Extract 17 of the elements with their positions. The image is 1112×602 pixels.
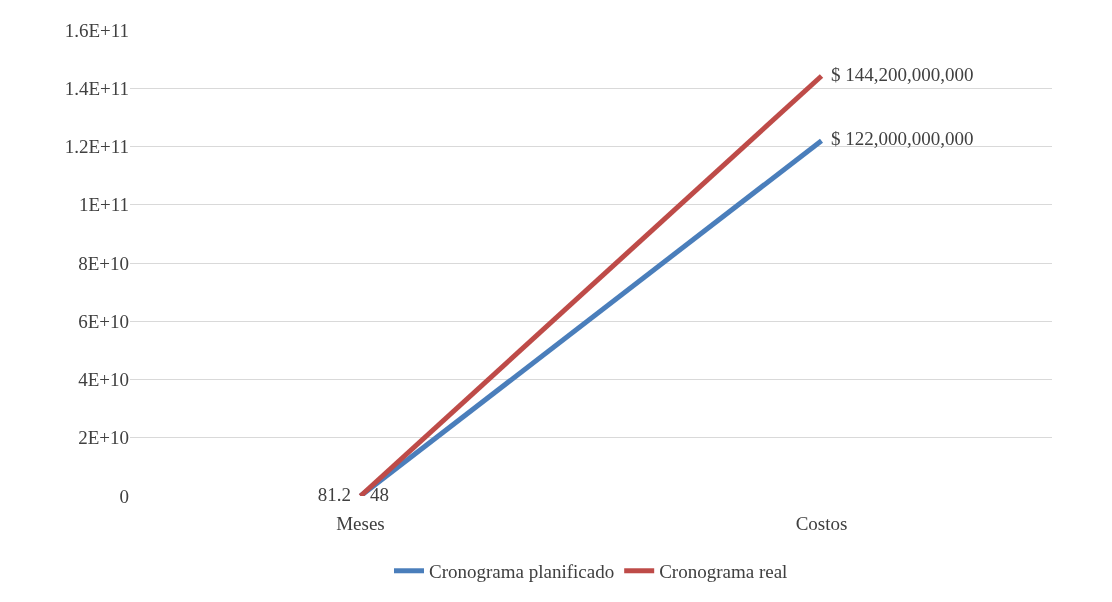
y-tick-label: 1E+11 — [78, 194, 129, 216]
y-tick-label: 1.4E+11 — [64, 77, 129, 99]
data-label: 48 — [360, 483, 399, 505]
y-tick-label: 2E+10 — [78, 427, 129, 449]
x-tick-label: Meses — [336, 513, 385, 534]
y-tick-label: 0 — [119, 485, 129, 507]
legend-label: Cronograma real — [659, 561, 788, 583]
y-tick-label: 1.2E+11 — [64, 136, 129, 158]
y-tick-label: 8E+10 — [78, 252, 129, 274]
data-label: 81.2 — [308, 483, 361, 505]
y-tick-label: 1.6E+11 — [64, 19, 129, 41]
x-tick-label: Costos — [795, 513, 848, 534]
y-tick-label: 6E+10 — [78, 310, 129, 332]
y-tick-label: 4E+10 — [78, 369, 129, 391]
legend-label: Cronograma planificado — [429, 561, 615, 583]
data-label: $ 144,200,000,000 — [821, 63, 983, 85]
data-label: $ 122,000,000,000 — [821, 128, 983, 150]
